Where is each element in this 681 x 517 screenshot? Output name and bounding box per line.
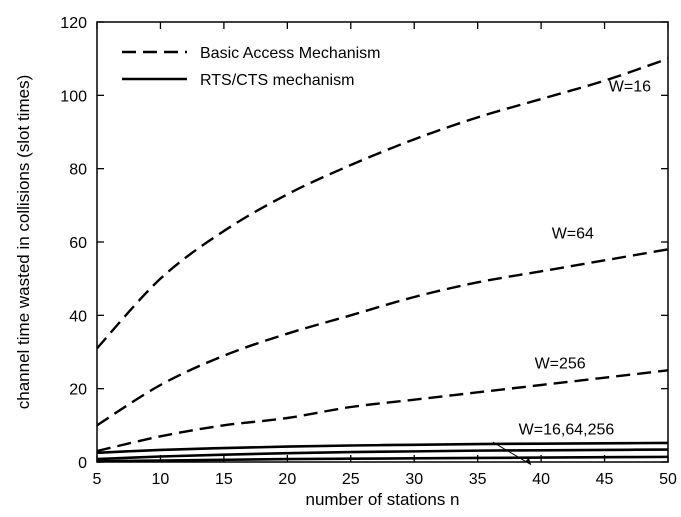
annotations: W=16 W=64 W=256 W=16,64,256 (492, 79, 651, 465)
annotation-pointer (492, 441, 532, 465)
annotation-arrowhead (524, 457, 531, 465)
series-layer (96, 57, 669, 463)
x-tick-label: 40 (532, 471, 550, 488)
legend-label: Basic Access Mechanism (200, 45, 381, 62)
series-rtscts-w16 (96, 441, 669, 455)
x-tick-label: 35 (469, 471, 487, 488)
x-axis-title: number of stations n (305, 490, 459, 509)
series-rtscts-w256 (96, 455, 669, 463)
ticks: 5 10 15 20 25 30 35 40 45 50 0 20 40 60 80 100 120 (60, 15, 677, 488)
x-tick-label: 30 (405, 471, 423, 488)
series-basic-w16 (96, 57, 669, 350)
y-tick-label: 0 (78, 455, 87, 472)
annotation-label: W=64 (552, 225, 594, 242)
series-basic-w256 (96, 369, 669, 453)
series-rtscts-w64 (96, 448, 669, 461)
y-tick-label: 120 (60, 15, 87, 32)
y-tick-label: 100 (60, 88, 87, 105)
x-tick-label: 10 (152, 471, 170, 488)
x-tick-label: 20 (278, 471, 296, 488)
annotation-label: W=16,64,256 (519, 422, 615, 439)
x-tick-label: 25 (342, 471, 360, 488)
x-tick-label: 15 (215, 471, 233, 488)
legend-label: RTS/CTS mechanism (200, 72, 354, 89)
annotation-label: W=256 (535, 356, 586, 373)
legend: Basic Access Mechanism RTS/CTS mechanism (122, 45, 381, 89)
y-axis-title: channel time wasted in collisions (slot … (14, 75, 33, 409)
y-tick-label: 60 (69, 235, 87, 252)
y-tick-label: 80 (69, 162, 87, 179)
x-tick-label: 5 (93, 471, 102, 488)
x-tick-label: 50 (659, 471, 677, 488)
y-tick-label: 40 (69, 308, 87, 325)
y-tick-label: 20 (69, 382, 87, 399)
annotation-label: W=16 (609, 79, 651, 96)
series-basic-w64 (96, 248, 669, 427)
x-tick-label: 45 (596, 471, 614, 488)
